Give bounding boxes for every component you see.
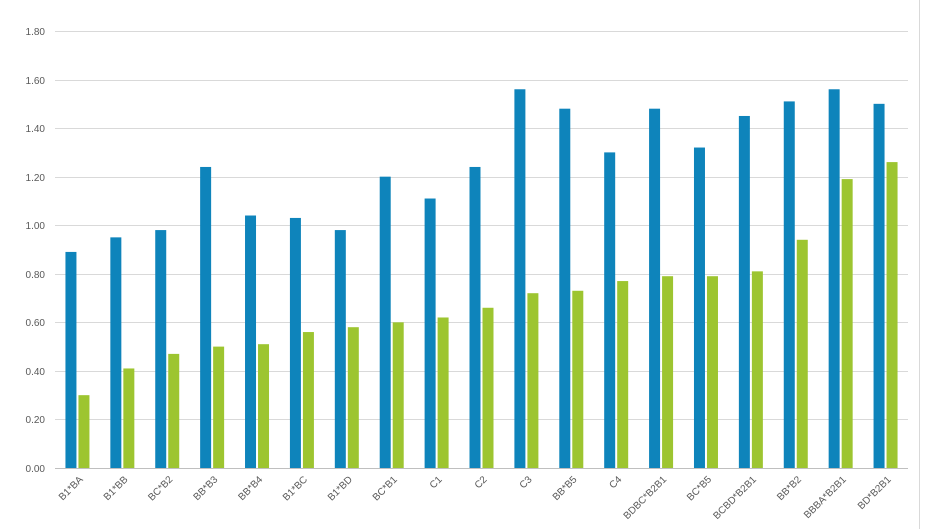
bar-series-2 bbox=[617, 281, 629, 468]
bar-series-2 bbox=[392, 322, 404, 468]
bar-series-2 bbox=[841, 179, 853, 468]
bar-series-2 bbox=[302, 332, 314, 468]
bar-series-1 bbox=[604, 152, 616, 468]
bar-series-2 bbox=[123, 368, 135, 468]
bar-series-1 bbox=[334, 230, 346, 468]
y-tick-label: 1.60 bbox=[26, 76, 46, 87]
bar-series-2 bbox=[168, 353, 180, 468]
x-tick-label: B1*BA bbox=[57, 474, 86, 503]
y-tick-label: 1.20 bbox=[26, 173, 46, 184]
x-tick-label: BBBA*B2B1 bbox=[802, 474, 849, 521]
y-tick-label: 0.80 bbox=[26, 270, 46, 281]
y-tick-label: 1.40 bbox=[26, 124, 46, 135]
y-tick-label: 1.80 bbox=[26, 27, 46, 38]
bar-series-1 bbox=[424, 198, 436, 468]
bar-series-1 bbox=[245, 215, 257, 468]
x-tick-label: B1*BD bbox=[326, 474, 355, 503]
x-tick-label: BC*B1 bbox=[371, 474, 400, 503]
bar-series-1 bbox=[110, 237, 122, 468]
x-tick-label: BCBD*B2B1 bbox=[712, 474, 760, 522]
bar-series-2 bbox=[347, 327, 359, 468]
x-tick-label: BC*B2 bbox=[146, 474, 175, 503]
bar-series-2 bbox=[78, 395, 90, 468]
x-tick-label: BDBC*B2B1 bbox=[622, 474, 670, 522]
x-axis-category-labels: B1*BA B1*BB BC*B2 BB*B3 BB*B4 B1*BC B1*BD BC*B1… bbox=[57, 474, 894, 522]
bar-series-1 bbox=[559, 108, 571, 468]
bar-series-2 bbox=[706, 276, 718, 468]
bar-series-2 bbox=[886, 162, 898, 468]
x-tick-label: BD*B2B1 bbox=[856, 474, 894, 512]
bar-series-1 bbox=[693, 147, 705, 469]
bar-series-1 bbox=[200, 166, 212, 468]
y-tick-label: 1.00 bbox=[26, 221, 46, 232]
x-tick-label: B1*BB bbox=[102, 474, 131, 503]
x-tick-label: BC*B5 bbox=[685, 474, 714, 503]
x-tick-label: C3 bbox=[518, 474, 535, 491]
bar-series-2 bbox=[662, 276, 674, 468]
bar-series-2 bbox=[751, 271, 763, 468]
bar-series-2 bbox=[258, 344, 270, 468]
bar-series-2 bbox=[482, 307, 494, 468]
bar-series-1 bbox=[289, 217, 301, 468]
x-tick-label: B1*BC bbox=[281, 474, 310, 503]
x-tick-label: C1 bbox=[428, 474, 445, 491]
bar-series-2 bbox=[572, 290, 584, 468]
bar-series-2 bbox=[213, 346, 225, 468]
y-tick-label: 0.60 bbox=[26, 318, 46, 329]
bar-series-1 bbox=[649, 108, 661, 468]
bar-series-2 bbox=[437, 317, 449, 468]
y-tick-label: 0.00 bbox=[26, 464, 46, 475]
bar-series-1 bbox=[379, 176, 391, 468]
x-tick-label: BB*B2 bbox=[775, 474, 804, 503]
bar-series-1 bbox=[738, 115, 750, 468]
bars bbox=[65, 89, 898, 469]
x-tick-label: BB*B4 bbox=[237, 474, 266, 503]
x-tick-label: BB*B3 bbox=[192, 474, 221, 503]
bar-series-2 bbox=[796, 239, 808, 468]
bar-series-1 bbox=[155, 230, 167, 468]
x-tick-label: C2 bbox=[473, 474, 490, 491]
bar-series-2 bbox=[527, 293, 539, 468]
y-axis-tick-labels: 0.00 0.20 0.40 0.60 0.80 1.00 1.20 1.40 1.60 1.80 bbox=[26, 27, 46, 475]
bar-series-1 bbox=[65, 251, 77, 468]
bar-series-1 bbox=[783, 101, 795, 469]
bar-series-1 bbox=[828, 89, 840, 469]
x-tick-label: C4 bbox=[607, 474, 624, 491]
gridlines bbox=[55, 31, 908, 420]
y-tick-label: 0.20 bbox=[26, 415, 46, 426]
bar-series-1 bbox=[873, 103, 885, 468]
y-tick-label: 0.40 bbox=[26, 367, 46, 378]
x-tick-label: BB*B5 bbox=[551, 474, 580, 503]
bar-series-1 bbox=[514, 89, 526, 469]
bar-series-1 bbox=[469, 166, 481, 468]
